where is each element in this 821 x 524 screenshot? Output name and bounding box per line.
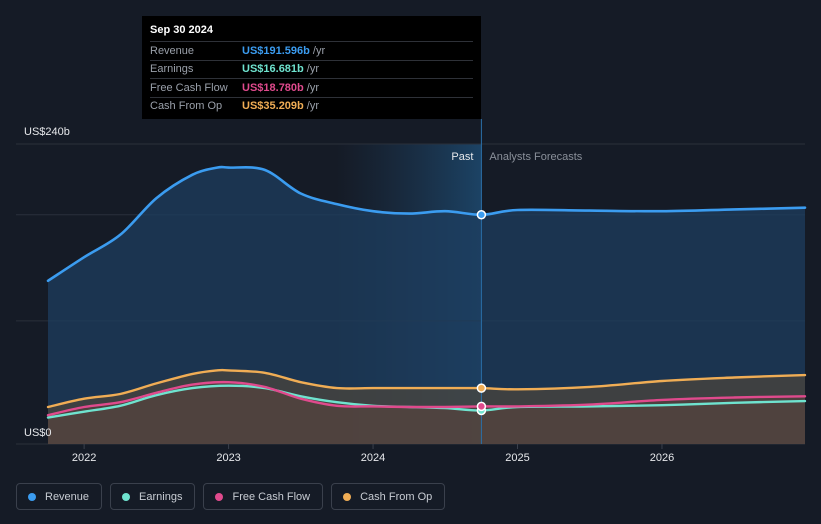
free-cash-flow-line [46,380,807,417]
legend-dot-icon [122,492,131,501]
cash-from-op-marker [476,383,487,393]
tooltip-rows: Revenue US$191.596b/yr Earnings US$16.681b /… [150,41,473,115]
forecast-label: Analysts Forecasts [489,151,582,163]
tooltip-series-unit: /yr [306,81,319,94]
revenue-marker [476,210,487,220]
tooltip-series-value: US$191.596b [242,44,310,57]
tooltip-row: Cash From Op US$35.209b/yr [150,96,473,116]
tooltip-row: Earnings US$16.681b/yr [150,59,473,79]
series-areas [48,166,805,444]
tooltip-row: Free Cash Flow US$18.780b/yr [150,78,473,97]
tooltip-series-name: Earnings [150,63,194,76]
x-tick-label: 2022 [72,452,96,464]
tooltip: Sep 30 2024 Revenue US$191.596b/yr Earning… [142,16,481,119]
tooltip-series-unit: /yr [312,44,326,57]
legend-item-cash-from-op[interactable]: Cash From Op [331,483,446,510]
legend-label: Cash From Op [360,490,433,503]
tooltip-series-unit: /yr [306,100,319,113]
tooltip-series-unit: /yr [306,63,319,76]
legend-dot-icon [343,492,352,501]
tooltip-series-name: Free Cash Flow [150,81,228,94]
legend-dot-icon [215,492,224,501]
tooltip-series-value: US$18.780b [242,81,304,94]
legend-item-earnings[interactable]: Earnings [110,483,196,510]
tooltip-row: Revenue US$191.596b/yr [150,41,473,60]
revenue-line [46,165,807,283]
legend-label: Free Cash Flow [232,490,311,503]
legend: Revenue Earnings Free Cash Flow Cash From O… [16,483,446,510]
tooltip-series-name: Revenue [150,44,195,57]
legend-item-revenue[interactable]: Revenue [16,483,103,510]
free-cash-flow-marker [476,401,487,412]
past-label: Past [451,151,473,163]
legend-item-free-cash-flow[interactable]: Free Cash Flow [203,483,324,510]
x-tick-label: 2023 [216,452,240,464]
legend-label: Revenue [45,490,90,503]
tooltip-series-name: Cash From Op [150,100,223,113]
x-axis-ticks: 2022 2023 2024 2025 2026 [72,444,674,464]
tooltip-series-value: US$35.209b [242,100,304,113]
x-tick-label: 2024 [361,452,385,464]
y-axis-label-top: US$240b [24,126,70,138]
legend-label: Earnings [139,490,183,503]
cash-from-op-line [46,368,807,409]
x-tick-label: 2025 [505,452,529,464]
y-axis-label-bottom: US$0 [24,427,52,439]
earnings-line [46,384,807,419]
legend-dot-icon [28,492,36,501]
tooltip-series-value: US$16.681b [242,63,304,76]
tooltip-date: Sep 30 2024 [150,24,213,36]
x-tick-label: 2026 [650,452,674,464]
highlight-markers [476,210,487,416]
series-lines [46,165,807,419]
